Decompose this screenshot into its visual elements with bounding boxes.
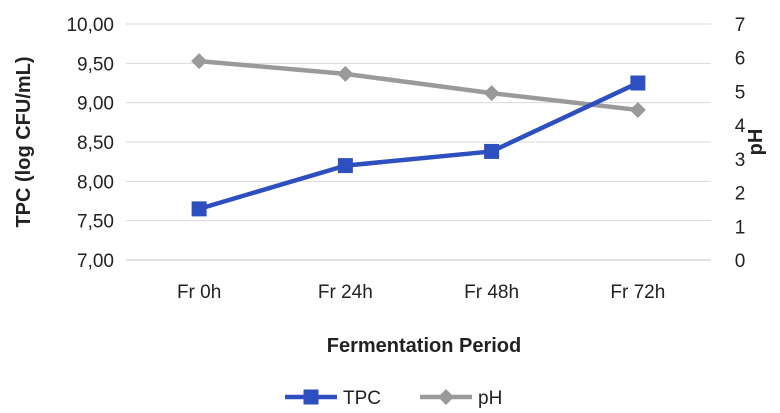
series-group [191,53,646,217]
data-point-square [484,143,500,159]
left-tick-label: 8,50 [77,133,114,154]
series-tpc [191,75,646,217]
right-tick-label: 1 [735,217,746,238]
left-tick-label: 7,50 [77,212,114,233]
right-tick-label: 4 [735,116,746,137]
series-ph [191,53,646,118]
y-axis-title-right: pH [745,129,767,156]
data-point-diamond [438,389,454,405]
data-point-diamond [191,53,208,70]
x-tick-label: Fr 48h [464,282,519,303]
right-tick-label: 6 [735,49,746,70]
data-point-square [630,75,646,91]
data-point-diamond [483,85,500,102]
x-tick-label: Fr 24h [318,282,373,303]
legend-label: pH [478,388,502,408]
left-tick-label: 10,00 [66,15,114,36]
right-tick-label: 5 [735,82,746,103]
legend-item-ph: pH [420,388,502,409]
right-axis-ticks: 0 1 2 3 4 5 6 7 [735,15,746,272]
y-axis-title-left: TPC (log CFU/mL) [13,56,35,227]
legend-label: TPC [343,388,381,408]
left-tick-label: 8,00 [77,172,114,193]
x-tick-label: Fr 0h [177,282,221,303]
gridlines [126,23,711,261]
left-tick-label: 9,50 [77,54,114,75]
legend: TPC pH [285,388,502,409]
series-line [196,58,641,113]
left-tick-label: 9,00 [77,94,114,115]
left-tick-label: 7,00 [77,251,114,272]
data-point-diamond [629,101,646,118]
data-point-square [191,201,207,217]
right-tick-label: 0 [735,251,746,272]
right-tick-label: 3 [735,150,746,171]
right-tick-label: 2 [735,184,746,205]
x-axis-ticks: Fr 0h Fr 24h Fr 48h Fr 72h [177,282,665,303]
x-axis-title: Fermentation Period [327,335,521,357]
data-point-square [337,158,353,174]
right-tick-label: 7 [735,15,746,36]
x-tick-label: Fr 72h [610,282,665,303]
legend-item-tpc: TPC [285,388,381,409]
data-point-diamond [337,65,354,82]
data-point-square [303,389,319,405]
left-axis-ticks: 7,00 7,50 8,00 8,50 9,00 9,50 10,00 [66,15,114,272]
series-line [196,80,641,212]
